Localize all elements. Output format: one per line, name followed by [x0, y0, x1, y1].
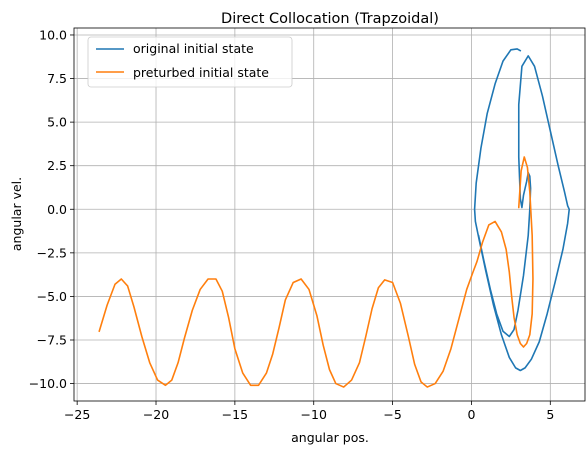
plot-frame — [73, 27, 586, 402]
legend-label-perturbed: preturbed initial state — [133, 65, 269, 80]
y-tick-label: 5.0 — [47, 115, 67, 130]
y-tick-label: −7.5 — [37, 332, 67, 347]
y-tick-label: −2.5 — [37, 245, 67, 260]
x-ticks: −25 −20 −15 −10 −5 0 5 — [64, 401, 554, 422]
y-tick-label: −5.0 — [37, 289, 67, 304]
x-axis-label: angular pos. — [291, 430, 369, 445]
y-tick-label: −10.0 — [29, 376, 67, 391]
y-tick-label: 2.5 — [47, 158, 67, 173]
legend: original initial state preturbed initial… — [87, 36, 293, 88]
series-line-perturbed — [98, 156, 534, 388]
x-tick-label: −15 — [222, 407, 248, 422]
x-tick-label: 0 — [467, 407, 475, 422]
legend-box — [87, 36, 293, 88]
x-tick-label: −5 — [383, 407, 401, 422]
x-tick-label: −25 — [64, 407, 90, 422]
grid — [74, 28, 585, 401]
y-ticks: −10.0 −7.5 −5.0 −2.5 0.0 2.5 5.0 7.5 10.0 — [29, 27, 74, 391]
x-tick-label: −10 — [301, 407, 327, 422]
y-tick-label: 0.0 — [47, 202, 67, 217]
series-line-original — [473, 48, 571, 372]
y-axis-label: angular vel. — [9, 177, 24, 251]
y-tick-label: 10.0 — [39, 27, 67, 42]
chart-title: Direct Collocation (Trapzoidal) — [221, 11, 439, 27]
x-tick-label: −20 — [143, 407, 169, 422]
x-tick-label: 5 — [546, 407, 554, 422]
y-tick-label: 7.5 — [47, 71, 67, 86]
legend-label-original: original initial state — [133, 41, 254, 56]
series-lines — [98, 48, 571, 388]
